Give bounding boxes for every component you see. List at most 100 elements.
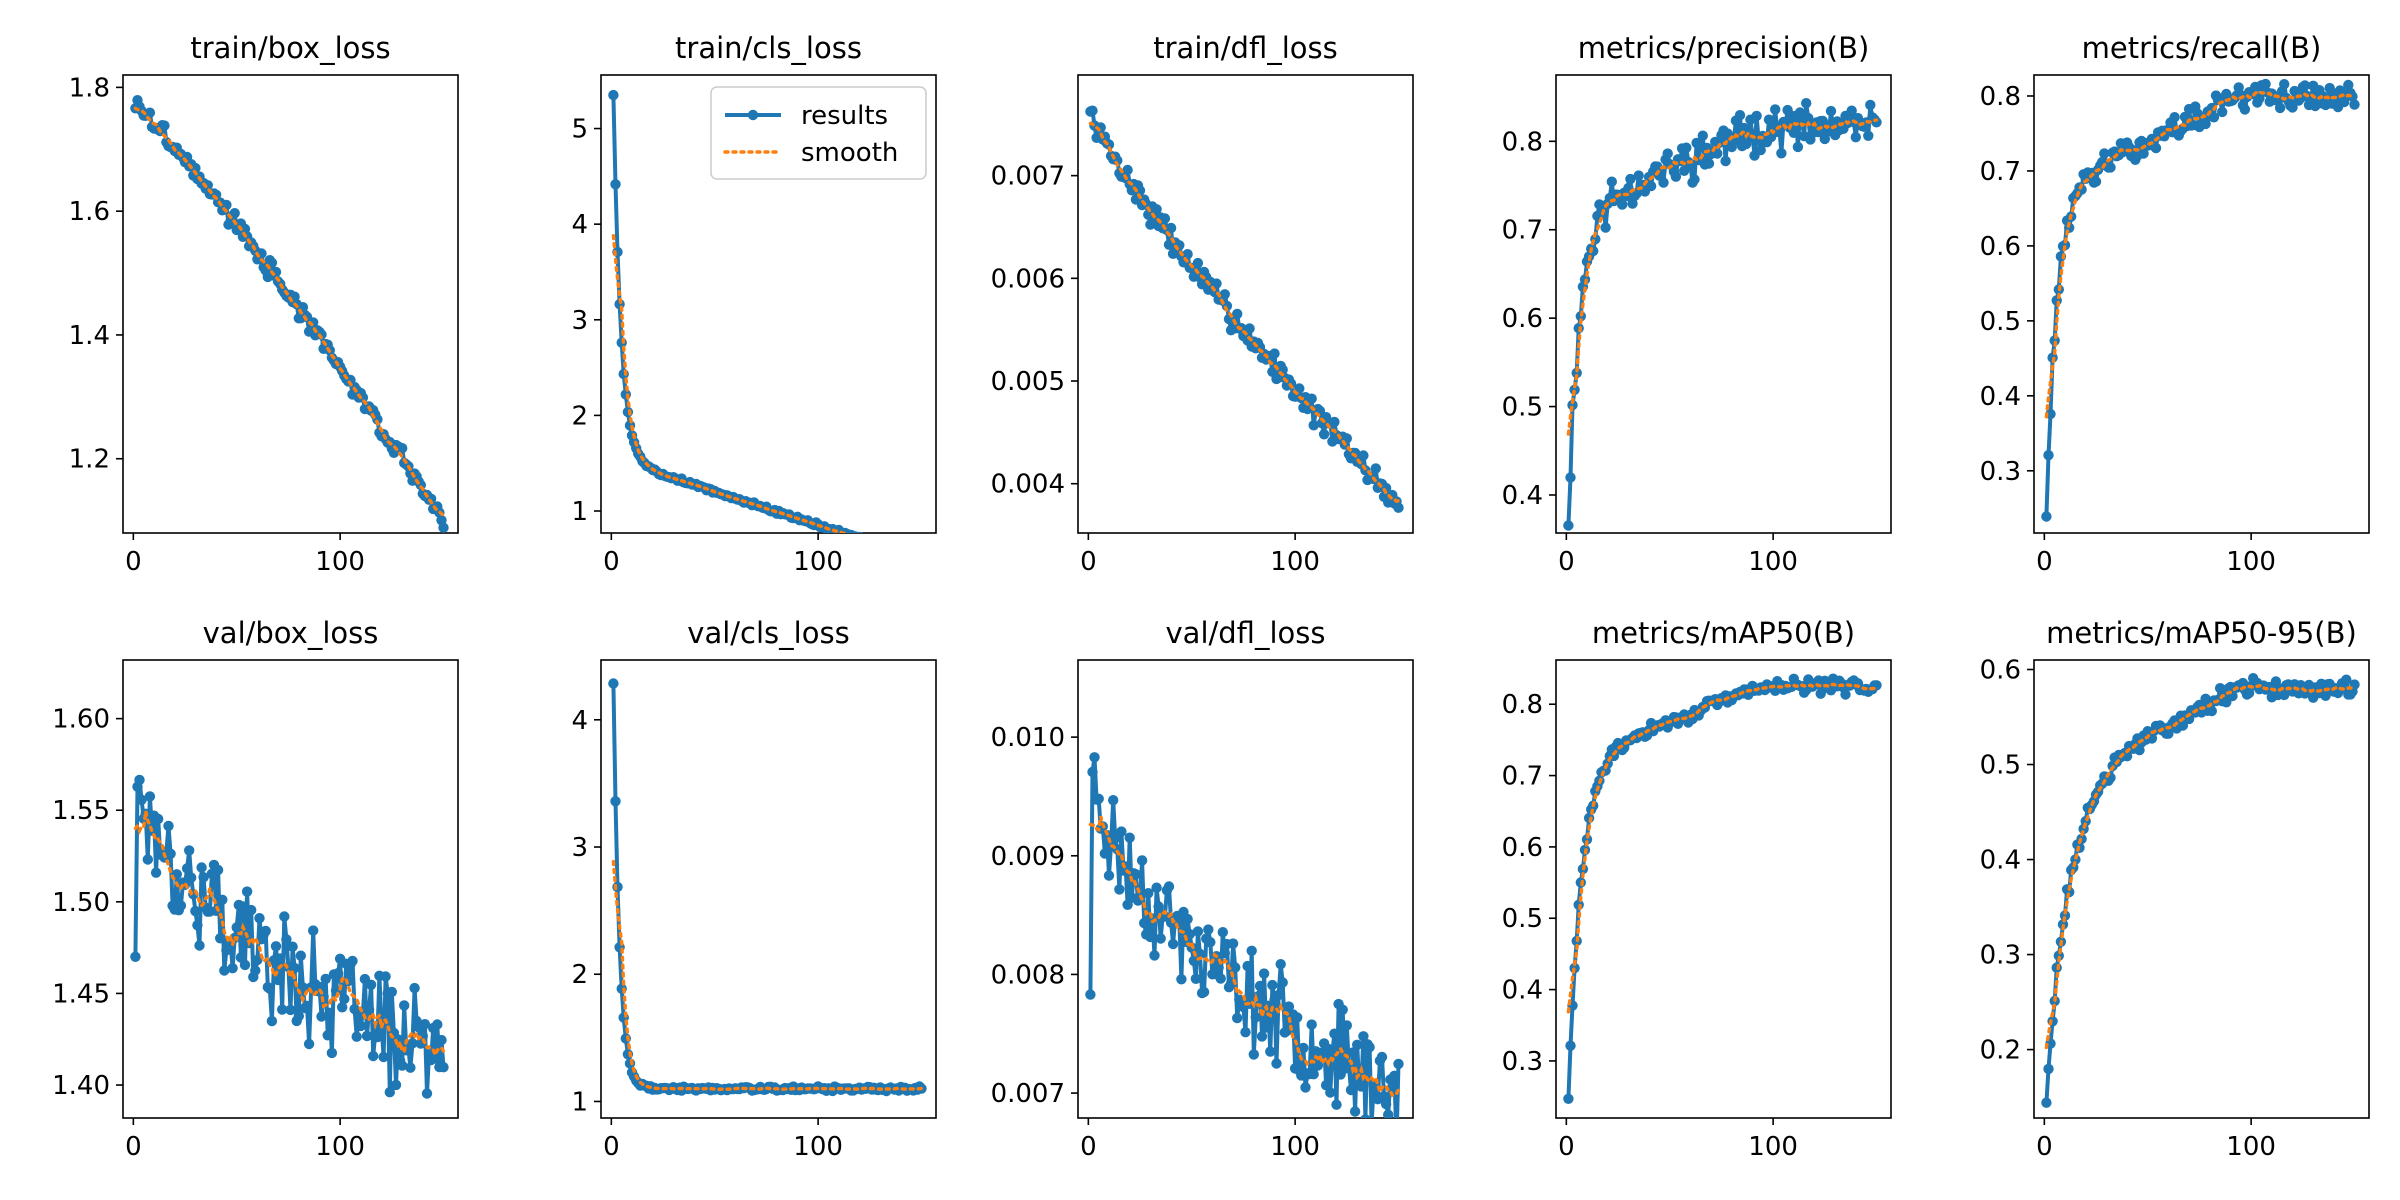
results-point [1273,989,1284,1001]
results-point [1329,1028,1340,1039]
series-results [1563,98,1882,531]
results-point [198,872,209,883]
chart-panel: metrics/mAP50(B) 0 100 0.3 0.4 0.5 0.6 0.7 0.8 [1502,616,1892,1162]
results-point [856,534,866,544]
axes-frame [122,74,459,534]
results-point [270,941,282,952]
results-point [2343,79,2354,91]
results-point [865,538,875,548]
results-point [1581,834,1593,845]
results-point [2200,693,2211,704]
results-point [1244,323,1255,334]
results-point [1318,429,1330,440]
results-point [1130,869,1142,880]
results-point [153,813,164,825]
results-point [1122,164,1133,176]
results-point [912,552,922,562]
results-point [1190,973,1202,984]
results-point [134,774,145,786]
y-tick-label: 1.50 [52,888,110,918]
smooth-line [1088,121,1401,504]
results-point [1349,1106,1361,1117]
x-tick-label: 100 [2226,1132,2276,1162]
results-point [1143,209,1154,220]
y-tick-label: 1 [571,1087,588,1117]
results-point [1794,107,1806,118]
results-point [2105,162,2116,173]
y-tick-label: 0.006 [991,264,1065,294]
y-tick-label: 0.005 [991,367,1065,397]
results-point [867,537,877,547]
results-point [861,536,871,546]
results-point [1306,393,1317,404]
results-point [1383,1109,1394,1118]
results-point [904,551,914,561]
results-point [1302,403,1313,415]
results-point [1232,308,1243,320]
results-point [892,546,902,556]
results-point [2320,690,2331,701]
results-point [264,983,275,994]
results-point [181,863,193,874]
results-point [1205,937,1216,948]
results-point [438,522,449,533]
series-results [2041,78,2360,522]
results-point [190,905,201,917]
results-point [856,531,863,533]
results-point [1358,450,1369,461]
results-point [380,971,391,982]
y-tick-label: 0.007 [991,162,1065,192]
results-point [142,854,153,865]
results-point [1103,870,1115,881]
results-point [386,986,397,998]
results-point [1087,766,1098,778]
x-tick-label: 0 [603,547,620,577]
results-point [1182,913,1193,925]
results-point [852,534,862,544]
results-point [194,940,205,951]
results-point [397,1060,408,1071]
smooth-line [133,810,446,1060]
results-point [1846,105,1857,116]
axes-frame [1077,659,1414,1119]
results-point [1347,1047,1359,1058]
results-point [1219,289,1231,300]
legend-smooth-label: smooth [801,138,898,168]
results-point [399,1000,410,1011]
series-results [1085,752,1404,1129]
results-point [409,982,420,994]
results-point [1662,148,1673,159]
y-tick-label: 0.5 [1980,751,2021,781]
results-point [368,1050,379,1062]
results-point [1294,383,1305,394]
results-point [326,1047,338,1059]
results-point [1360,1114,1371,1118]
chart-title: val/dfl_loss [1166,616,1326,650]
y-tick-label: 1.6 [69,197,110,227]
results-point [1217,927,1229,938]
results-point [324,1007,335,1018]
results-point [1366,1119,1376,1129]
results-point [1213,962,1224,973]
results-point [1275,959,1286,970]
results-point [879,542,889,552]
results-point [314,981,325,993]
x-tick-label: 100 [1748,1132,1798,1162]
results-point [1232,1012,1243,1024]
results-point [889,546,899,556]
results-point [221,945,232,956]
results-point [2047,1016,2058,1027]
results-point [1258,968,1270,979]
results-point [1256,1031,1268,1042]
results-point [869,539,879,549]
x-tick-label: 100 [1270,547,1320,577]
y-tick-label: 4 [571,706,588,736]
results-point [1370,463,1382,474]
results-point [1325,1087,1336,1098]
results-point [2299,80,2311,91]
results-point [2208,112,2220,123]
results-point [1813,126,1824,138]
results-point [622,406,634,418]
results-point [1151,882,1162,893]
results-point [1099,848,1111,859]
